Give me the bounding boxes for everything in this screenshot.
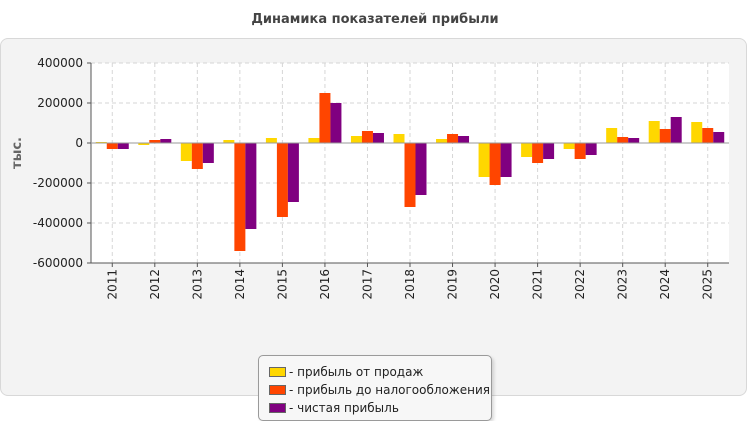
chart-panel: 400000 200000 0 -200000 -400000 -600000 2011 2… bbox=[0, 38, 747, 421]
bar bbox=[287, 143, 299, 202]
y-tick-label: 0 bbox=[75, 136, 83, 150]
x-tick-label: 2013 bbox=[190, 269, 204, 300]
y-axis-label: тыс. bbox=[10, 137, 25, 169]
bar bbox=[319, 93, 331, 143]
bar bbox=[276, 143, 288, 217]
x-tick-label: 2024 bbox=[658, 269, 672, 300]
y-tick-label: 200000 bbox=[37, 96, 83, 110]
bar bbox=[404, 143, 416, 207]
bar bbox=[478, 143, 490, 177]
x-tick-label: 2018 bbox=[403, 269, 417, 300]
bar bbox=[372, 133, 384, 143]
x-tick-label: 2012 bbox=[148, 269, 162, 300]
x-tick-label: 2022 bbox=[573, 269, 587, 300]
x-tick-label: 2017 bbox=[360, 269, 374, 300]
legend-swatch bbox=[269, 385, 286, 395]
x-tick-label: 2011 bbox=[105, 269, 119, 300]
x-tick-label: 2023 bbox=[616, 269, 630, 300]
legend-item-pretax-profit: - прибыль до налогообложения bbox=[269, 381, 491, 399]
bar-chart: 400000 200000 0 -200000 -400000 -600000 2011 2… bbox=[10, 56, 729, 300]
bar bbox=[458, 136, 470, 143]
bar bbox=[436, 139, 448, 143]
bar bbox=[393, 134, 405, 143]
legend-label: - чистая прибыль bbox=[289, 401, 399, 415]
bar bbox=[691, 122, 703, 143]
legend-swatch bbox=[269, 367, 286, 377]
bar bbox=[350, 136, 362, 143]
bar bbox=[585, 143, 597, 155]
x-tick-label: 2016 bbox=[318, 269, 332, 300]
bar bbox=[117, 143, 129, 149]
bar bbox=[713, 132, 725, 143]
bar bbox=[138, 143, 150, 145]
bar bbox=[574, 143, 586, 159]
bar bbox=[361, 131, 373, 143]
bar bbox=[563, 143, 575, 149]
bar bbox=[606, 128, 618, 143]
bar bbox=[149, 140, 161, 143]
bar bbox=[628, 138, 640, 143]
y-tick-label: -400000 bbox=[33, 216, 83, 230]
bar bbox=[308, 138, 320, 143]
bar bbox=[202, 143, 214, 163]
bar bbox=[447, 134, 459, 143]
x-tick-label: 2020 bbox=[488, 269, 502, 300]
bar bbox=[234, 143, 246, 251]
x-tick-label: 2025 bbox=[701, 269, 715, 300]
x-tick-label: 2019 bbox=[446, 269, 460, 300]
legend-swatch bbox=[269, 403, 286, 413]
bar bbox=[543, 143, 555, 159]
legend-item-net-profit: - чистая прибыль bbox=[269, 399, 491, 417]
bar bbox=[160, 139, 172, 143]
bar bbox=[521, 143, 533, 157]
x-tick-label: 2015 bbox=[275, 269, 289, 300]
bar bbox=[670, 117, 682, 143]
x-tick-label: 2014 bbox=[233, 269, 247, 300]
bar bbox=[245, 143, 257, 229]
bar bbox=[223, 140, 235, 143]
legend-item-sales-profit: - прибыль от продаж bbox=[269, 363, 491, 381]
y-tick-label: -600000 bbox=[33, 256, 83, 270]
bar bbox=[532, 143, 544, 163]
bar bbox=[500, 143, 512, 177]
y-tick-label: 400000 bbox=[37, 56, 83, 70]
bar bbox=[180, 143, 192, 161]
bar bbox=[106, 143, 118, 149]
chart-title: Динамика показателей прибыли bbox=[251, 12, 499, 27]
legend: - прибыль от продаж - прибыль до налогоо… bbox=[258, 355, 492, 421]
bar bbox=[265, 138, 277, 143]
bar bbox=[617, 137, 629, 143]
y-tick-label: -200000 bbox=[33, 176, 83, 190]
x-tick-label: 2021 bbox=[531, 269, 545, 300]
bar bbox=[489, 143, 501, 185]
legend-label: - прибыль до налогообложения bbox=[289, 383, 490, 397]
bar bbox=[415, 143, 427, 195]
legend-label: - прибыль от продаж bbox=[289, 365, 424, 379]
bar bbox=[330, 103, 342, 143]
bar bbox=[659, 129, 671, 143]
bar bbox=[191, 143, 203, 169]
bar bbox=[702, 128, 714, 143]
bar bbox=[648, 121, 660, 143]
